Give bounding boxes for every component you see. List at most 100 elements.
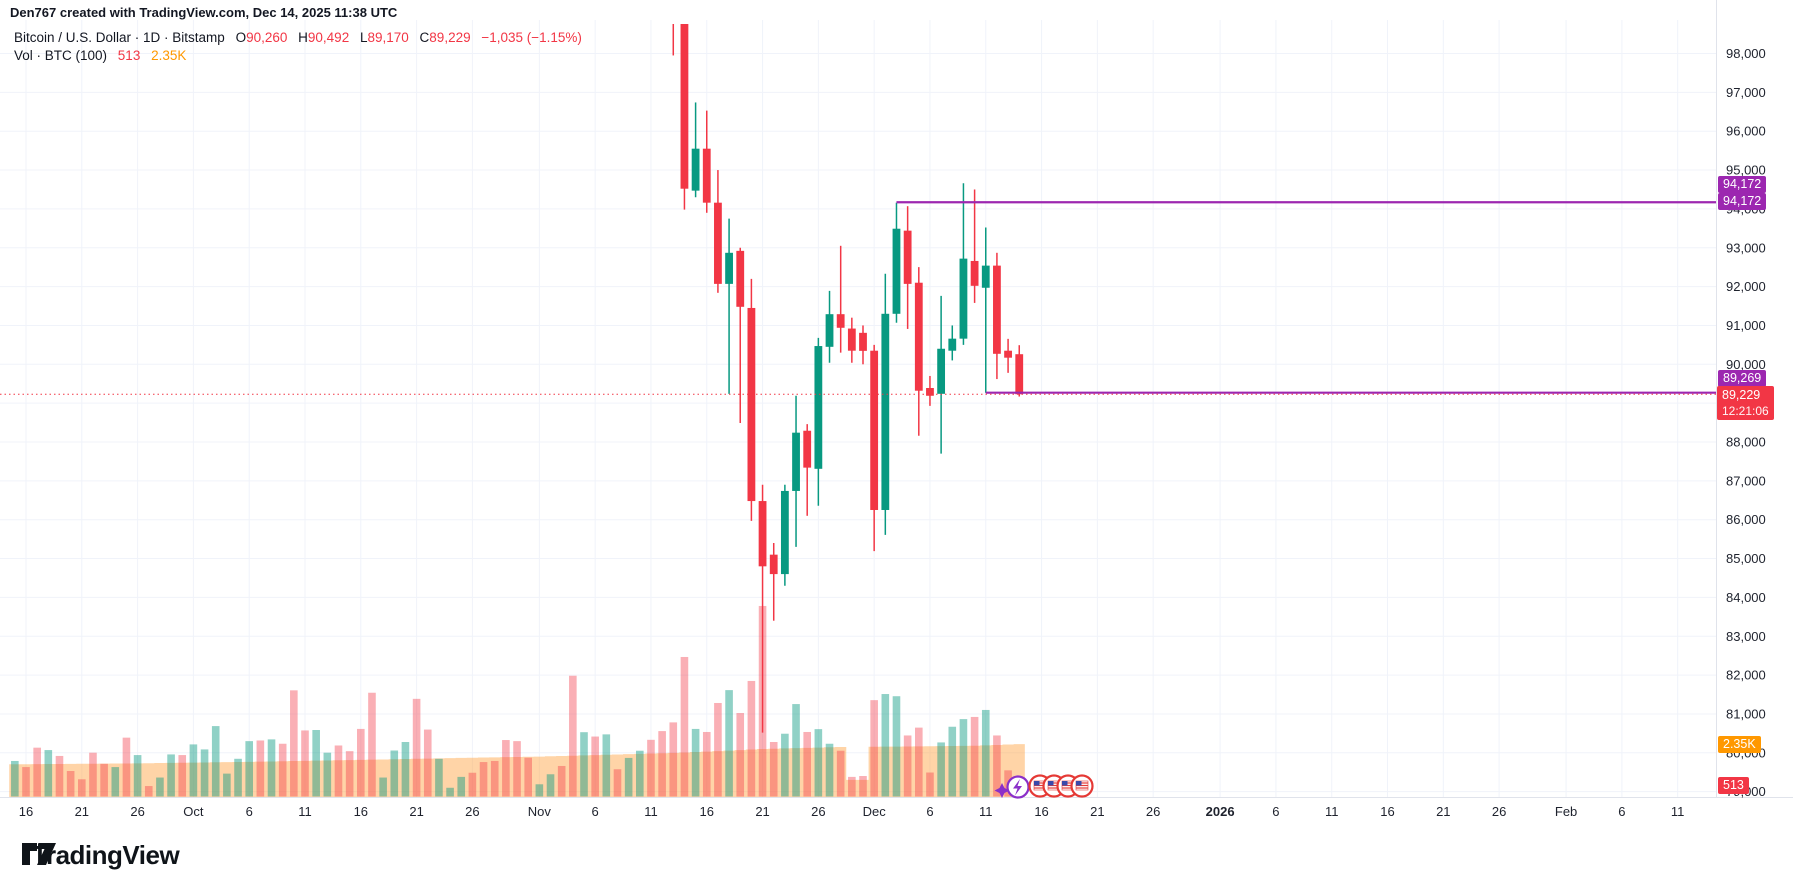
candle-body[interactable] — [926, 387, 934, 396]
volume-bar[interactable] — [100, 763, 108, 797]
volume-bar[interactable] — [223, 773, 231, 797]
volume-bar[interactable] — [267, 739, 276, 797]
candle-body[interactable] — [1004, 350, 1012, 358]
volume-bar[interactable] — [591, 736, 599, 797]
volume-bar[interactable] — [457, 776, 466, 797]
candle-body[interactable] — [870, 350, 879, 510]
volume-bar[interactable] — [423, 729, 432, 797]
volume-bar[interactable] — [535, 784, 544, 797]
volume-bar[interactable] — [379, 777, 387, 797]
candle-body[interactable] — [702, 148, 711, 203]
volume-bar[interactable] — [926, 772, 934, 797]
volume-bar[interactable] — [959, 719, 968, 797]
candle-body[interactable] — [948, 338, 957, 351]
volume-bar[interactable] — [848, 776, 856, 797]
volume-bar[interactable] — [401, 742, 410, 797]
volume-ma-area[interactable] — [9, 744, 1025, 797]
candle-body[interactable] — [847, 328, 856, 351]
volume-bar[interactable] — [144, 786, 153, 797]
volume-bar[interactable] — [658, 731, 666, 797]
current-price-badge[interactable]: 89,229 12:21:06 — [1717, 386, 1774, 420]
volume-bar[interactable] — [357, 728, 365, 797]
candles-group[interactable] — [669, 0, 1024, 733]
volume-bar[interactable] — [725, 690, 733, 797]
candle-body[interactable] — [892, 228, 901, 314]
sparkle-icon[interactable] — [994, 783, 1010, 798]
volume-bar[interactable] — [78, 779, 86, 797]
volume-bar[interactable] — [859, 776, 867, 797]
volume-bar[interactable] — [691, 728, 700, 797]
time-axis[interactable]: 16 21 26 Oct 6 11 16 21 26 Nov 6 11 16 21 26 Dec 6 11 16 21… — [19, 804, 1685, 819]
volume-bar[interactable] — [211, 726, 220, 797]
level-badge-89269[interactable]: 89,269 — [1718, 370, 1767, 387]
volume-bar[interactable] — [769, 742, 778, 797]
volume-bar[interactable] — [669, 722, 678, 797]
volume-bar[interactable] — [334, 745, 343, 797]
volume-bar[interactable] — [647, 739, 655, 797]
candle-body[interactable] — [903, 230, 912, 284]
volume-bar[interactable] — [781, 733, 789, 797]
volume-bar[interactable] — [111, 767, 120, 797]
volume-bar[interactable] — [368, 692, 376, 797]
volume-bar[interactable] — [234, 758, 242, 797]
volume-bar[interactable] — [490, 760, 499, 797]
volume-bar[interactable] — [122, 737, 131, 797]
volume-bar[interactable] — [747, 680, 756, 797]
volume-bar[interactable] — [870, 700, 878, 797]
volume-bar[interactable] — [881, 694, 890, 797]
volume-bar[interactable] — [412, 698, 421, 797]
volume-bar[interactable] — [245, 741, 253, 797]
level-badge-94172-a[interactable]: 94,172 — [1718, 176, 1767, 193]
volume-bar[interactable] — [580, 732, 588, 797]
symbol-title[interactable]: Bitcoin / U.S. Dollar · 1D · Bitstamp — [14, 30, 225, 45]
candle-body[interactable] — [1015, 354, 1024, 395]
volume-bar[interactable] — [636, 750, 644, 797]
flag-marker-icon[interactable] — [1070, 774, 1094, 798]
candle-body[interactable] — [714, 202, 722, 284]
volume-bar[interactable] — [948, 726, 957, 797]
volume-bar[interactable] — [200, 749, 209, 797]
volume-bar[interactable] — [557, 765, 566, 797]
volume-bar[interactable] — [167, 754, 175, 797]
volume-bar[interactable] — [981, 709, 990, 797]
volume-bar[interactable] — [345, 751, 354, 797]
candle-body[interactable] — [669, 0, 677, 19]
volume-bar[interactable] — [22, 767, 30, 797]
volume-bar[interactable] — [546, 774, 555, 797]
volume-bar[interactable] — [714, 702, 722, 797]
candle-body[interactable] — [725, 252, 733, 284]
volume-bar[interactable] — [390, 750, 399, 797]
candle-body[interactable] — [970, 260, 979, 286]
volume-bar[interactable] — [836, 750, 845, 797]
volume-bar[interactable] — [569, 675, 577, 797]
volume-bar[interactable] — [156, 777, 164, 797]
volume-bar[interactable] — [792, 704, 800, 797]
volume-bar[interactable] — [178, 755, 187, 797]
candle-body[interactable] — [937, 348, 946, 394]
candle-body[interactable] — [959, 258, 968, 339]
volume-bar[interactable] — [937, 742, 945, 797]
volume-bar[interactable] — [993, 735, 1001, 797]
candle-body[interactable] — [736, 250, 745, 307]
volume-bar[interactable] — [290, 690, 298, 797]
volume-bar[interactable] — [55, 755, 64, 797]
candle-body[interactable] — [814, 346, 823, 469]
volume-bar[interactable] — [323, 752, 332, 797]
volume-bar[interactable] — [189, 744, 198, 797]
candle-body[interactable] — [914, 282, 923, 391]
volume-bar[interactable] — [680, 656, 689, 797]
candle-body[interactable] — [881, 313, 890, 510]
candle-body[interactable] — [769, 554, 778, 575]
volume-bar[interactable] — [33, 747, 41, 797]
volume-bar[interactable] — [44, 750, 53, 797]
volume-bar[interactable] — [892, 696, 901, 797]
volume-bar[interactable] — [278, 743, 287, 797]
candle-body[interactable] — [680, 19, 689, 189]
volume-bar[interactable] — [803, 731, 811, 797]
volume-badge[interactable]: 513 — [1718, 777, 1749, 794]
volume-bar[interactable] — [479, 762, 488, 797]
chart-markers[interactable] — [994, 774, 1094, 799]
volume-bar[interactable] — [736, 713, 745, 797]
volume-bar[interactable] — [11, 760, 19, 797]
